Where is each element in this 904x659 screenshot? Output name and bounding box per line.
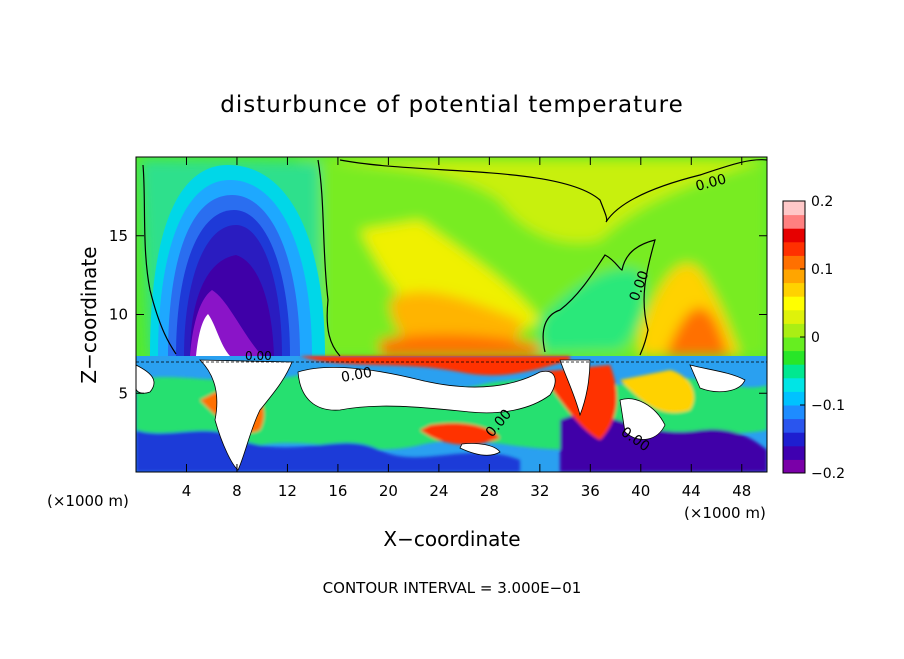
x-tick-label: 8	[232, 482, 242, 500]
contour-label: 0.00	[340, 365, 373, 386]
y-tick-label: 10	[109, 306, 128, 324]
colorbar-swatch	[783, 214, 805, 229]
colorbar-swatch	[783, 241, 805, 256]
colorbar-tick-label: 0.2	[811, 194, 833, 210]
colorbar-swatch	[783, 323, 805, 338]
colorbar-swatch	[783, 337, 805, 352]
y-tick-label: 5	[118, 384, 128, 402]
y-axis-ticks: 5 10 15	[109, 227, 767, 402]
x-tick-label: 20	[379, 482, 398, 500]
x-tick-label: 12	[278, 482, 297, 500]
colorbar-swatch	[783, 391, 805, 406]
temperature-field	[136, 157, 767, 472]
colorbar-swatch	[783, 282, 805, 297]
colorbar-swatch	[783, 269, 805, 284]
colorbar-swatch	[783, 459, 805, 474]
x-tick-label: 44	[682, 482, 701, 500]
colorbar-swatch	[783, 201, 805, 216]
x-unit-left: (×1000 m)	[47, 492, 129, 510]
x-tick-label: 32	[530, 482, 549, 500]
colorbar-swatch	[783, 228, 805, 243]
colorbar-tick-label: 0	[811, 330, 820, 346]
contour-interval-note: CONTOUR INTERVAL = 3.000E−01	[323, 579, 582, 597]
x-unit-right: (×1000 m)	[684, 504, 766, 522]
x-axis-label: X−coordinate	[383, 527, 520, 551]
colorbar-swatch	[783, 432, 805, 447]
colorbar-ticks: 0.2 0.1 0 −0.1 −0.2	[800, 194, 845, 482]
colorbar-swatch	[783, 377, 805, 392]
colorbar-swatch	[783, 309, 805, 324]
colorbar	[783, 201, 805, 474]
x-tick-label: 48	[732, 482, 751, 500]
y-tick-label: 15	[109, 227, 128, 245]
colorbar-tick-label: 0.1	[811, 262, 833, 278]
x-tick-label: 28	[480, 482, 499, 500]
x-tick-label: 24	[429, 482, 448, 500]
x-tick-label: 16	[328, 482, 347, 500]
colorbar-tick-label: −0.1	[811, 398, 845, 414]
colorbar-swatch	[783, 418, 805, 433]
contour-label: 0.00	[245, 349, 272, 363]
colorbar-swatch	[783, 405, 805, 420]
colorbar-swatch	[783, 364, 805, 379]
x-tick-label: 36	[581, 482, 600, 500]
x-tick-label: 40	[631, 482, 650, 500]
colorbar-swatch	[783, 255, 805, 270]
colorbar-swatch	[783, 350, 805, 365]
x-tick-label: 4	[182, 482, 192, 500]
colorbar-swatch	[783, 445, 805, 460]
colorbar-tick-label: −0.2	[811, 466, 845, 482]
contour-label: 0.00	[694, 171, 728, 195]
chart-title: disturbunce of potential temperature	[220, 92, 684, 118]
colorbar-swatch	[783, 296, 805, 311]
y-axis-label: Z−coordinate	[77, 246, 101, 383]
x-axis-ticks: 4 8 12 16 20 24 28 32 36 40 44 48	[182, 157, 751, 500]
